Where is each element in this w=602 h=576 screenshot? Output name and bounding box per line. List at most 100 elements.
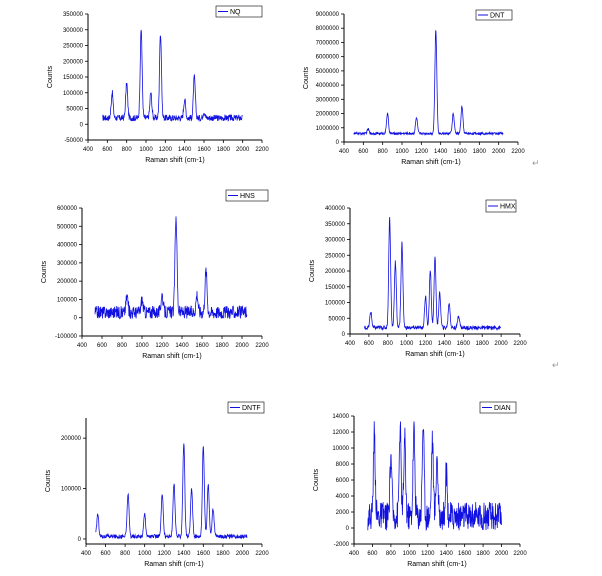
x-tick-label: 2200 <box>255 147 269 153</box>
y-tick-label: 100000 <box>325 301 346 307</box>
x-tick-label: 1600 <box>195 343 209 349</box>
x-tick-label: 600 <box>358 149 369 155</box>
x-tick-label: 600 <box>364 341 375 347</box>
x-tick-label: 2200 <box>513 341 527 347</box>
series-line <box>102 29 243 123</box>
y-tick-label: 300000 <box>325 238 346 244</box>
y-tick-label: 600000 <box>57 206 78 212</box>
x-tick-label: 1600 <box>197 147 211 153</box>
x-tick-label: 2200 <box>255 551 269 557</box>
x-axis-label: Raman shift (cm-1) <box>405 351 465 358</box>
legend-box <box>475 9 513 21</box>
y-tick-label: 0 <box>342 332 346 338</box>
x-tick-label: 2000 <box>495 551 509 557</box>
legend-box <box>225 189 269 202</box>
x-tick-label: 1200 <box>159 147 173 153</box>
x-axis-label: Raman shift (cm-1) <box>407 561 467 568</box>
x-tick-label: 1200 <box>155 343 169 349</box>
x-tick-label: 1200 <box>415 149 429 155</box>
y-tick-label: 0 <box>80 122 84 128</box>
return-mark-2: ↵ <box>552 360 560 370</box>
y-tick-label: 200000 <box>325 269 346 275</box>
x-axis-label: Raman shift (cm-1) <box>144 561 204 568</box>
y-tick-label: 200000 <box>61 436 82 442</box>
legend-box <box>485 199 517 213</box>
series-line <box>367 421 502 532</box>
x-tick-label: 400 <box>345 341 356 347</box>
x-tick-label: 1000 <box>135 343 149 349</box>
series-line <box>95 443 248 540</box>
y-tick-label: 2000 <box>336 510 350 516</box>
y-tick-label: -100000 <box>55 334 78 340</box>
x-tick-label: 1000 <box>139 147 153 153</box>
y-tick-label: 4000 <box>336 494 350 500</box>
y-tick-label: 8000 <box>336 462 350 468</box>
y-tick-label: 2000000 <box>316 112 340 118</box>
x-tick-label: 400 <box>339 149 350 155</box>
x-tick-label: 1800 <box>473 149 487 155</box>
y-tick-label: 500000 <box>57 224 78 230</box>
x-tick-label: 600 <box>367 551 378 557</box>
legend-label: HMX <box>500 204 516 211</box>
y-tick-label: 1000000 <box>316 126 340 132</box>
y-tick-label: 150000 <box>325 285 346 291</box>
y-axis-label: Counts <box>313 468 320 491</box>
x-tick-label: 2200 <box>513 551 527 557</box>
x-tick-label: 400 <box>83 147 94 153</box>
y-tick-label: -50000 <box>64 138 83 144</box>
y-tick-label: 250000 <box>325 253 346 259</box>
x-tick-label: 1400 <box>175 343 189 349</box>
chart-dntf: 400 600 800 1000 1200 1400 1600 1800 2000 2200 0 10… <box>45 401 269 568</box>
x-tick-label: 400 <box>81 551 92 557</box>
x-tick-label: 1600 <box>457 341 471 347</box>
y-tick-label: 12000 <box>332 430 349 436</box>
x-tick-label: 1200 <box>421 551 435 557</box>
chart-dian: 400 600 800 1000 1200 1400 1600 1800 2000 2200 -20… <box>313 401 527 568</box>
x-axis-label: Raman shift (cm-1) <box>142 353 202 360</box>
legend-box <box>479 401 517 414</box>
legend-label: HNS <box>240 193 255 200</box>
x-tick-label: 1200 <box>158 551 172 557</box>
chart-hns: 400 600 800 1000 1200 1400 1600 1800 2000 2200 -10… <box>41 189 269 360</box>
y-axis-label: Counts <box>47 65 54 88</box>
y-axis-label: Counts <box>41 260 48 283</box>
y-tick-label: 3000000 <box>316 97 340 103</box>
return-mark-1: ↵ <box>532 158 540 168</box>
x-axis-label: Raman shift (cm-1) <box>145 157 205 164</box>
y-tick-label: 14000 <box>332 414 349 420</box>
x-tick-label: 1600 <box>197 551 211 557</box>
y-tick-label: 300000 <box>57 261 78 267</box>
y-tick-label: 100000 <box>61 487 82 493</box>
x-tick-label: 1000 <box>400 341 414 347</box>
x-tick-label: 1000 <box>395 149 409 155</box>
y-tick-label: 9000000 <box>316 12 340 18</box>
y-tick-label: 100000 <box>63 91 84 97</box>
y-tick-label: 10000 <box>332 446 349 452</box>
y-tick-label: 350000 <box>325 222 346 228</box>
legend-box <box>227 401 265 414</box>
y-tick-label: 7000000 <box>316 40 340 46</box>
legend-label: DNT <box>490 13 505 20</box>
legend-box <box>215 5 263 18</box>
x-tick-label: 800 <box>122 147 133 153</box>
y-tick-label: 100000 <box>57 297 78 303</box>
chart-nq: 400 600 800 1000 1200 1400 1600 1800 2000 2200 -50… <box>47 5 269 164</box>
y-tick-label: -2000 <box>334 542 350 548</box>
y-tick-label: 400000 <box>57 243 78 249</box>
x-tick-label: 800 <box>378 149 389 155</box>
x-tick-label: 1800 <box>215 343 229 349</box>
chart-dnt: 400 600 800 1000 1200 1400 1600 1800 2000 2200 0 10… <box>303 9 525 166</box>
y-tick-label: 0 <box>336 140 340 146</box>
y-tick-label: 50000 <box>66 107 83 113</box>
x-axis-label: Raman shift (cm-1) <box>401 159 461 166</box>
x-tick-label: 400 <box>77 343 88 349</box>
x-tick-label: 600 <box>97 343 108 349</box>
y-tick-label: 4000000 <box>316 83 340 89</box>
y-tick-label: 200000 <box>63 59 84 65</box>
x-tick-label: 400 <box>349 551 360 557</box>
x-tick-label: 800 <box>117 343 128 349</box>
y-tick-label: 150000 <box>63 75 84 81</box>
x-tick-label: 2000 <box>236 147 250 153</box>
y-tick-label: 350000 <box>63 12 84 18</box>
x-tick-label: 800 <box>386 551 397 557</box>
